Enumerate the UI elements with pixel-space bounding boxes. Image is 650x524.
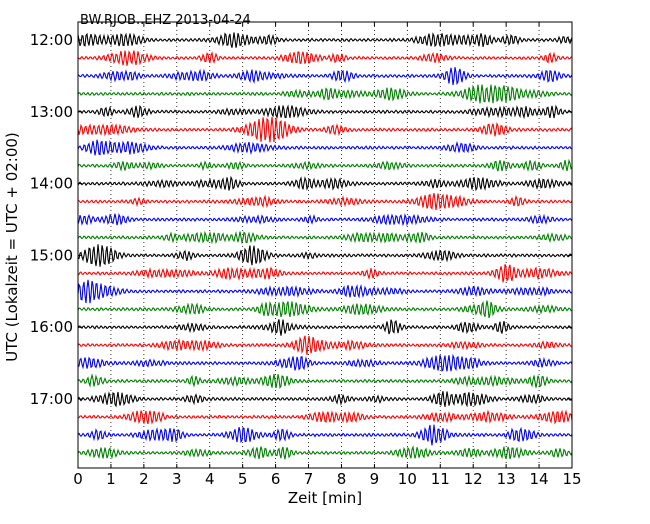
x-tick-label: 2	[139, 470, 149, 488]
x-tick-label: 3	[172, 470, 182, 488]
x-tick-label: 15	[562, 470, 581, 488]
trace-row-1530	[77, 279, 573, 304]
trace-row-1615	[77, 335, 573, 355]
x-tick-label: 5	[238, 470, 248, 488]
trace-row-1215	[77, 50, 573, 66]
x-tick-label: 13	[497, 470, 516, 488]
trace-row-1630	[77, 353, 573, 372]
trace-row-1730	[77, 424, 573, 446]
x-tick-label: 0	[73, 470, 83, 488]
trace-row-1715	[77, 409, 573, 425]
trace-row-1200	[77, 32, 573, 48]
trace-row-1545	[77, 300, 573, 319]
plot-frame	[77, 21, 573, 469]
y-tick-label: 14:00	[30, 175, 73, 193]
trace-row-1315	[77, 116, 573, 143]
trace-row-1600	[77, 319, 573, 336]
trace-row-1700	[77, 391, 573, 408]
x-tick-label: 12	[464, 470, 483, 488]
trace-row-1400	[77, 175, 573, 192]
y-tick-label: 15:00	[30, 246, 73, 264]
y-tick-label: 16:00	[30, 318, 73, 336]
trace-row-1745	[77, 445, 573, 460]
trace-row-1245	[77, 84, 573, 104]
x-tick-label: 11	[431, 470, 450, 488]
trace-row-1330	[77, 139, 573, 156]
x-tick-label: 7	[304, 470, 314, 488]
trace-row-1500	[77, 244, 573, 267]
trace-row-1430	[77, 213, 573, 227]
x-tick-label: 6	[271, 470, 281, 488]
y-tick-label: 17:00	[30, 390, 73, 408]
y-tick-label: 12:00	[30, 31, 73, 49]
x-tick-label: 10	[398, 470, 417, 488]
trace-row-1300	[77, 104, 573, 120]
trace-row-1515	[77, 264, 573, 283]
x-tick-label: 14	[530, 470, 549, 488]
x-tick-label: 9	[370, 470, 380, 488]
x-tick-label: 8	[337, 470, 347, 488]
x-tick-label: 1	[106, 470, 116, 488]
trace-row-1230	[77, 67, 573, 86]
seismic-traces	[77, 32, 573, 460]
x-tick-label: 4	[205, 470, 215, 488]
trace-row-1445	[77, 230, 573, 245]
chart-title: BW.RJOB..EHZ 2013-04-24	[80, 13, 251, 28]
trace-row-1415	[77, 192, 573, 211]
y-axis-label: UTC (Lokalzeit = UTC + 02:00)	[3, 132, 21, 362]
trace-row-1645	[77, 373, 573, 389]
y-tick-label: 13:00	[30, 103, 73, 121]
y-axis-ticks: 12:00 13:00 14:00 15:00 16:00 17:00	[30, 31, 572, 408]
x-axis-label: Zeit [min]	[288, 489, 362, 507]
trace-row-1345	[77, 158, 573, 172]
x-axis-ticks: 0 1 2 3 4 5 6 7 8 9 10 11 12 13 14 15	[73, 22, 582, 488]
